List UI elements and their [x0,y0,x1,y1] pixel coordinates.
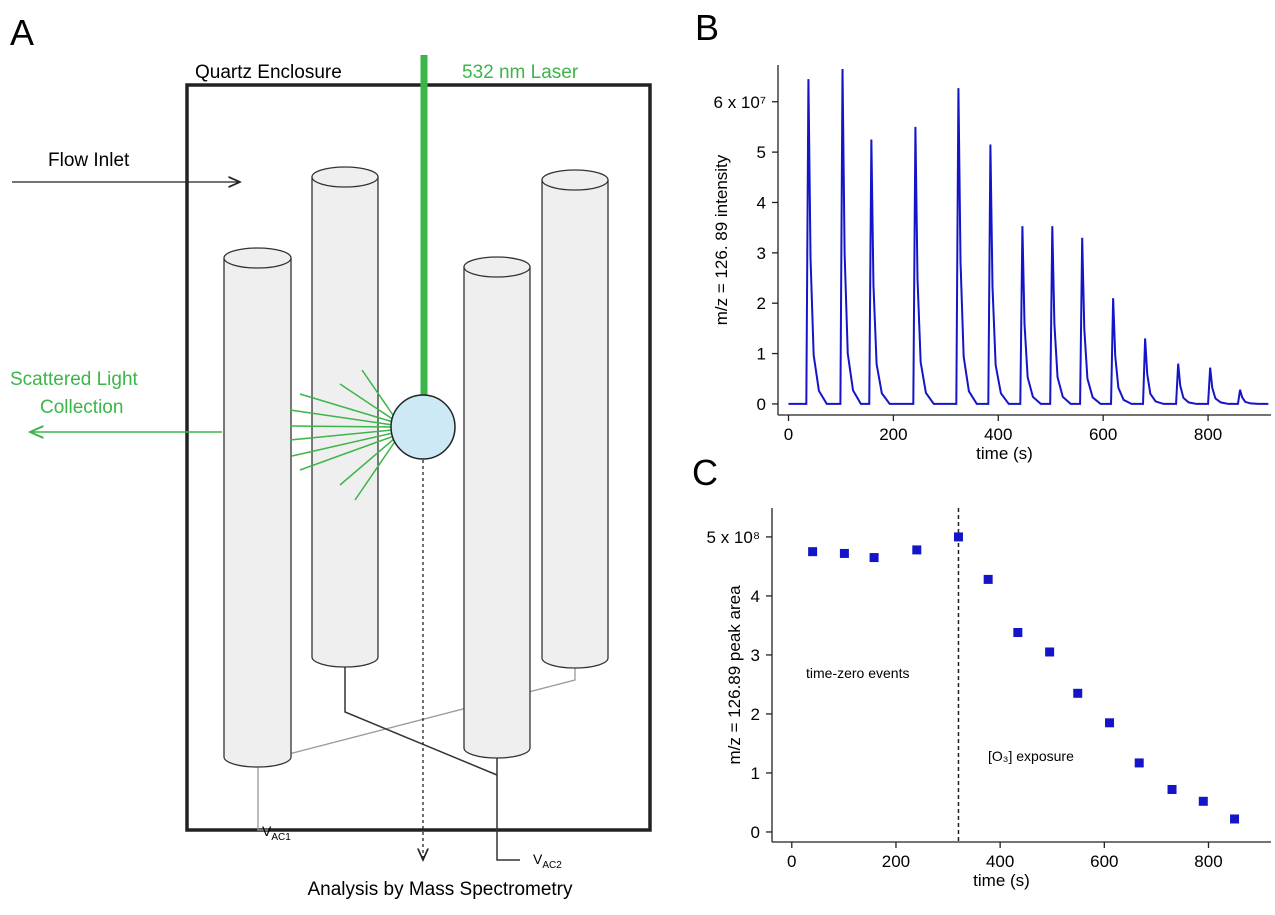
point [1073,688,1083,698]
point [808,547,818,557]
vac2-main: V [533,851,543,867]
x-tick-label: 800 [1194,425,1222,444]
y-axis-label: m/z = 126. 89 intensity [712,154,731,325]
point [869,553,879,563]
trace [788,69,1269,405]
y-tick-label: 0 [751,823,760,842]
x-tick-label: 600 [1089,425,1117,444]
analysis-label: Analysis by Mass Spectrometry [307,879,573,900]
y-tick-label: 1 [757,345,766,364]
vac1-sub: AC1 [271,832,291,843]
x-tick-label: 0 [787,852,796,871]
point [953,532,963,542]
point [839,548,849,558]
point [1167,784,1177,794]
scattered-label: Collection [40,397,123,418]
x-tick-label: 400 [986,852,1014,871]
y-tick-label: 0 [757,395,766,414]
electrodes [223,166,609,768]
enclosure [185,83,652,832]
chart: B 0 1 2 3 4 5 6 x 10⁷ 0 200 400 600 800 time (s) m/z =… [695,7,1271,463]
vac2-sub: AC2 [542,860,562,871]
x-tick-label: 600 [1090,852,1118,871]
annotation: time-zero events [806,665,909,681]
y-tick-label: 2 [757,294,766,313]
y-tick-label: 3 [751,646,760,665]
point [1198,796,1208,806]
y-axis-label: m/z = 126.89 peak area [725,585,744,765]
scattered-label: Scattered Light [10,369,139,390]
scatter-rays [289,369,397,501]
y-tick-label: 4 [757,193,766,212]
y-tick-label: 6 x 10⁷ [714,93,766,112]
point [1134,758,1144,768]
panel-label: C [692,452,718,493]
x-axis-label: time (s) [973,871,1030,890]
particle [390,394,456,460]
panel-label: A [10,12,34,53]
x-tick-label: 400 [984,425,1012,444]
y-tick-label: 5 x 10⁸ [707,528,760,547]
y-tick-label: 4 [751,587,760,606]
wire-2 [344,657,520,861]
point [1045,647,1055,657]
vac2-label: VAC2 [533,851,562,871]
y-tick-label: 5 [757,143,766,162]
chart: C 0 1 2 3 4 5 x 10⁸ 0 200 400 600 800 time (s) m/z = … [692,452,1271,890]
y-tick-label: 1 [751,764,760,783]
x-tick-label: 0 [784,425,793,444]
x-axis-label: time (s) [976,444,1033,463]
flow-label: Flow Inlet [48,150,130,171]
annotation: [O₃] exposure [988,748,1074,764]
laser-label: 532 nm Laser [462,62,579,83]
x-tick-label: 200 [879,425,907,444]
x-tick-label: 200 [882,852,910,871]
vac1-main: V [262,823,272,839]
point [983,574,993,584]
point [1105,718,1115,728]
panel-label: B [695,7,719,48]
point [1013,628,1023,638]
y-tick-label: 3 [757,244,766,263]
point [1230,814,1240,824]
x-tick-label: 800 [1194,852,1222,871]
panel-a: A Quartz Enclosure 532 nm Laser Flow Inl… [10,12,652,900]
y-tick-label: 2 [751,705,760,724]
enclosure-label: Quartz Enclosure [195,62,342,83]
vac1-label: VAC1 [262,823,291,843]
point [912,545,922,555]
